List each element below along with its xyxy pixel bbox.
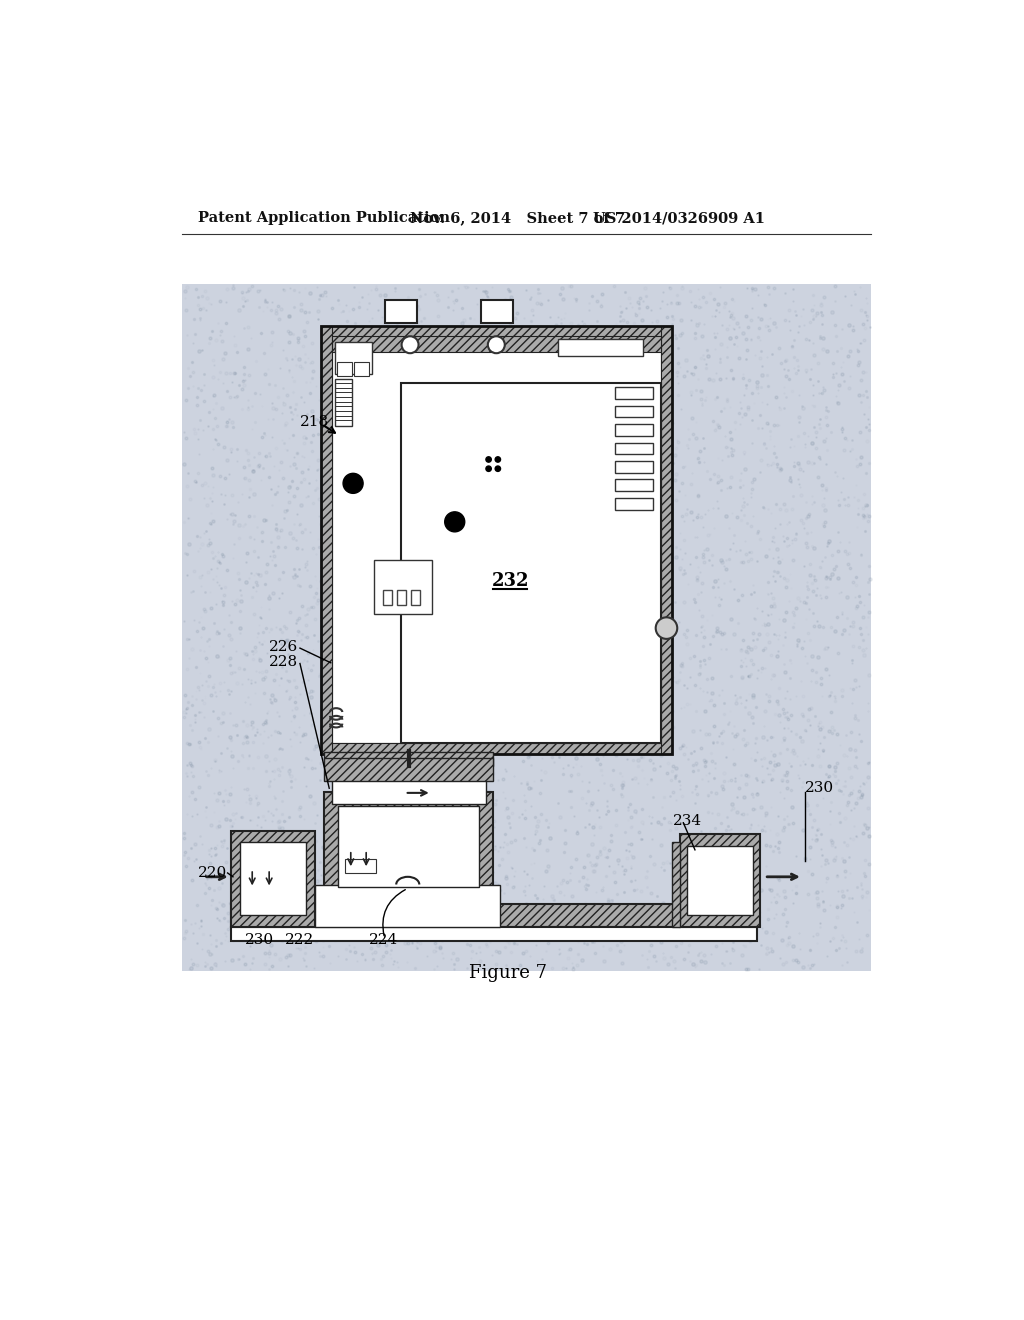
Circle shape bbox=[444, 512, 465, 532]
Circle shape bbox=[655, 618, 677, 639]
Circle shape bbox=[496, 466, 501, 471]
Bar bbox=[614, 424, 653, 436]
Circle shape bbox=[496, 457, 501, 462]
Bar bbox=[680, 834, 761, 927]
Bar bbox=[332, 766, 485, 804]
Circle shape bbox=[343, 474, 364, 494]
Bar bbox=[614, 442, 653, 454]
Bar bbox=[374, 560, 432, 614]
Text: 222: 222 bbox=[286, 933, 314, 946]
Bar bbox=[614, 479, 653, 491]
Text: 218: 218 bbox=[300, 414, 329, 429]
Bar bbox=[400, 383, 662, 743]
Text: 232: 232 bbox=[492, 572, 528, 590]
Bar bbox=[338, 807, 479, 887]
Bar bbox=[230, 904, 757, 927]
Bar bbox=[321, 326, 672, 337]
Text: 230: 230 bbox=[245, 933, 273, 946]
Circle shape bbox=[401, 337, 419, 354]
Bar bbox=[614, 461, 653, 473]
Bar bbox=[687, 846, 753, 915]
Text: 230: 230 bbox=[805, 781, 835, 795]
Bar bbox=[321, 326, 672, 754]
Bar bbox=[182, 284, 871, 970]
Bar bbox=[614, 387, 653, 399]
Text: 224: 224 bbox=[370, 933, 398, 946]
Bar bbox=[397, 590, 407, 605]
Bar bbox=[345, 859, 376, 873]
Bar bbox=[230, 830, 315, 927]
Bar bbox=[336, 342, 373, 374]
Bar bbox=[558, 339, 643, 356]
Bar bbox=[411, 590, 420, 605]
Text: Patent Application Publication: Patent Application Publication bbox=[199, 211, 451, 226]
Bar bbox=[383, 590, 392, 605]
Bar bbox=[385, 300, 417, 323]
Bar bbox=[614, 498, 653, 510]
Bar bbox=[662, 326, 672, 754]
Text: Figure 7: Figure 7 bbox=[469, 964, 547, 982]
Bar bbox=[324, 758, 494, 781]
Bar bbox=[388, 300, 414, 323]
Text: 234: 234 bbox=[674, 813, 702, 828]
Bar bbox=[354, 362, 370, 376]
Bar bbox=[324, 792, 494, 904]
Circle shape bbox=[486, 466, 492, 471]
Bar bbox=[315, 884, 500, 927]
Bar bbox=[484, 300, 510, 323]
Text: 228: 228 bbox=[269, 655, 298, 669]
Bar bbox=[321, 326, 332, 754]
Bar bbox=[332, 337, 662, 743]
Bar bbox=[321, 743, 672, 754]
Bar bbox=[672, 842, 680, 927]
Bar bbox=[240, 842, 306, 915]
Bar bbox=[230, 927, 757, 941]
Bar bbox=[481, 300, 513, 323]
Bar bbox=[337, 362, 352, 376]
Bar bbox=[614, 405, 653, 417]
Bar bbox=[324, 752, 494, 766]
Bar bbox=[336, 379, 352, 425]
Text: 226: 226 bbox=[269, 640, 298, 653]
Text: US 2014/0326909 A1: US 2014/0326909 A1 bbox=[593, 211, 765, 226]
Bar bbox=[332, 335, 662, 352]
Text: Nov. 6, 2014   Sheet 7 of 7: Nov. 6, 2014 Sheet 7 of 7 bbox=[410, 211, 625, 226]
Text: 220: 220 bbox=[198, 866, 226, 880]
Circle shape bbox=[487, 337, 505, 354]
Circle shape bbox=[486, 457, 492, 462]
